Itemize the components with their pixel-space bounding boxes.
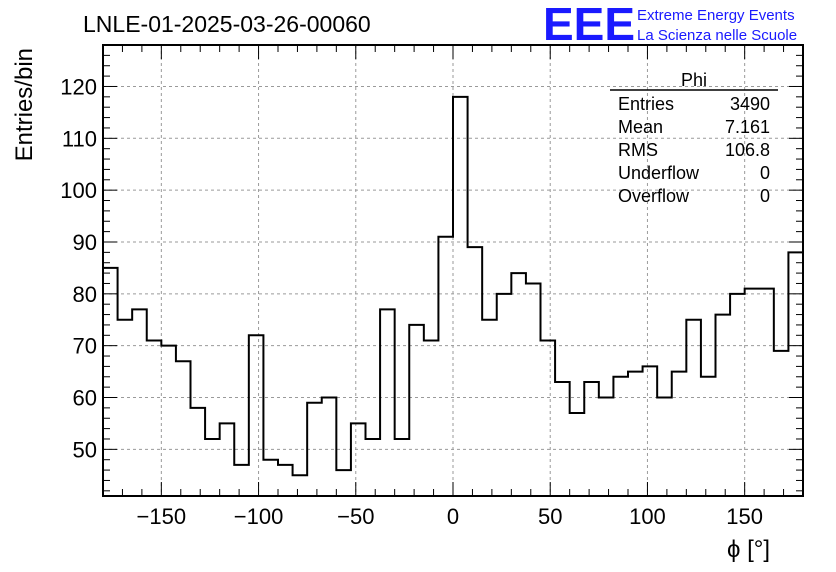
histogram-bin [147,340,162,496]
eee-logo: EEE Extreme Energy Events La Scienza nel… [543,0,797,50]
stats-row-value: 0 [760,163,770,183]
x-tick-label: 150 [726,504,763,529]
histogram-bin [657,398,672,496]
histogram-bin [205,439,220,496]
x-axis-label: ϕ [°] [727,536,770,563]
y-tick-label: 50 [73,437,97,462]
y-tick-label: 60 [73,386,97,411]
histogram-bin [118,320,133,496]
y-tick-label: 110 [62,126,97,151]
stats-row-label: Overflow [618,186,690,206]
y-tick-label: 120 [60,74,97,99]
histogram-bin [161,346,176,496]
histogram-outline [102,95,804,496]
histogram-bin [220,423,235,496]
x-tick-label: 100 [629,504,666,529]
histogram-bin [730,294,745,496]
logo-line-1: Extreme Energy Events [637,7,795,24]
histogram-bin [686,320,701,496]
histogram-bin [424,340,439,496]
stats-row-label: Entries [618,94,674,114]
histogram-bin [176,361,191,496]
histogram-bin [132,309,147,496]
histogram-bin [613,377,628,496]
stats-title: Phi [681,70,707,90]
histogram-bin [584,382,599,496]
y-axis-label: Entries/bin [11,48,38,161]
histogram-bin [643,366,658,496]
histogram-bin [322,398,337,496]
histogram-bin [555,382,570,496]
x-tick-label: −50 [337,504,374,529]
histogram-bin [409,325,424,496]
histogram-bin [497,294,512,496]
histogram-bin [599,398,614,496]
histogram-bin [351,423,366,496]
histogram-bin [759,289,774,496]
x-tick-label: 50 [538,504,562,529]
stats-box: Phi Entries 3490 Mean 7.161 RMS 106.8 Underflo… [610,70,778,206]
x-tick-label: 0 [447,504,459,529]
histogram-bin [526,283,541,496]
stats-row-label: RMS [618,140,658,160]
histogram-bin [774,351,789,496]
stats-row-value: 106.8 [725,140,770,160]
stats-row-label: Mean [618,117,663,137]
histogram-bin [672,372,687,496]
histogram-bin [278,465,293,496]
histogram-bin [336,470,351,496]
histogram-bin [701,377,716,496]
y-tick-label: 80 [73,282,97,307]
y-tick-label: 90 [73,230,97,255]
stats-row-value: 0 [760,186,770,206]
histogram-bin [103,268,118,496]
axes: −150 −100 −50 0 50 100 150 50 60 70 80 90 100 110 120 [60,44,804,529]
x-tick-label: −150 [137,504,187,529]
y-tick-label: 70 [73,334,97,359]
histogram-bin [745,289,760,496]
histogram-bin [293,475,308,496]
histogram-bin [249,335,264,496]
y-tick-label: 100 [60,178,97,203]
chart-title: LNLE-01-2025-03-26-00060 [83,11,371,37]
histogram-bin [511,273,526,496]
histogram-bin [541,340,556,496]
histogram-bin [716,315,731,496]
histogram-bin [263,460,278,496]
histogram-bin [453,97,468,496]
stats-row-label: Underflow [618,163,700,183]
stats-rows: Entries 3490 Mean 7.161 RMS 106.8 Underflow 0 Ov… [618,94,770,206]
histogram-bin [482,320,497,496]
histogram-bin [366,439,381,496]
histogram-bin [438,237,453,496]
histogram-bin [191,408,206,496]
logo-mark: EEE [543,0,635,50]
histogram-bin [234,465,249,496]
histogram-series [102,95,804,496]
histogram-bin [570,413,585,496]
histogram-bin [307,403,322,496]
stats-row-value: 3490 [730,94,770,114]
logo-line-2: La Scienza nelle Scuole [637,27,797,44]
histogram-bin [468,247,483,496]
histogram-bin [628,372,643,496]
histogram-bin [395,439,410,496]
histogram-bin [380,309,395,496]
x-tick-label: −100 [234,504,284,529]
stats-row-value: 7.161 [725,117,770,137]
